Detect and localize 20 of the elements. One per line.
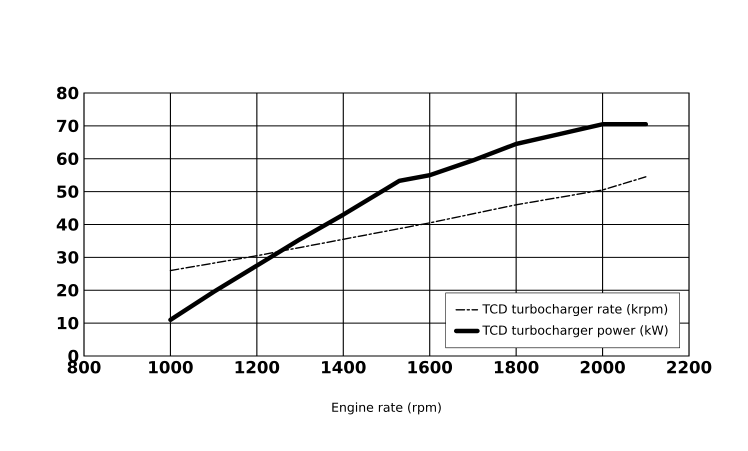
x-tick-label: 1200 [236, 360, 280, 374]
y-tick-label: 10 [58, 316, 78, 330]
y-tick-label: 60 [57, 152, 78, 166]
y-tick-label: 40 [56, 218, 78, 231]
x-tick-label: 1000 [149, 360, 193, 374]
y-tick-label: 80 [57, 86, 78, 100]
x-axis-title: Engine rate (rpm) [332, 402, 441, 414]
x-tick-label: 2000 [580, 360, 625, 374]
y-tick-label: 0 [68, 350, 78, 362]
x-tick-label: 1800 [494, 360, 538, 374]
x-tick-label: 1400 [322, 360, 366, 374]
x-tick-label: 2200 [667, 360, 712, 374]
legend-label: TCD turbocharger power (kW) [482, 325, 668, 338]
legend-label: TCD turbocharger rate (krpm) [482, 304, 668, 316]
y-tick-label: 70 [57, 120, 78, 132]
x-tick-label: 800 [68, 360, 101, 374]
y-tick-label: 50 [57, 185, 78, 198]
x-tick-label: 1600 [408, 360, 452, 374]
y-tick-label: 30 [57, 251, 78, 264]
y-tick-label: 20 [57, 284, 78, 297]
